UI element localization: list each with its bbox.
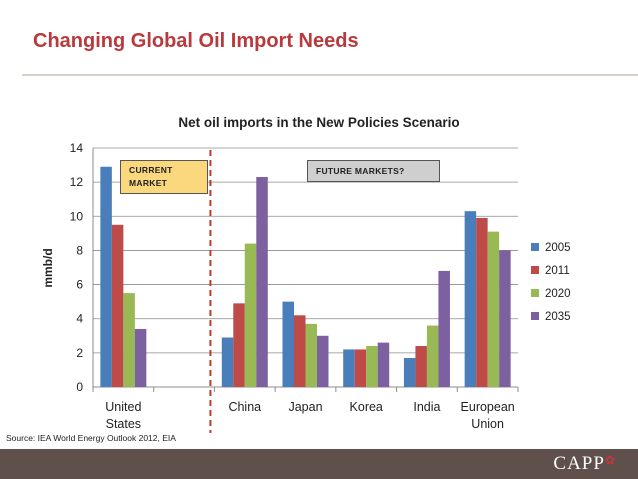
y-tick-label: 10 [70, 209, 84, 223]
bar [256, 177, 268, 387]
capp-logo: CAPP✿ [553, 453, 616, 475]
bar [294, 315, 306, 387]
legend-swatch [531, 266, 539, 274]
current-market-callout: CURRENT MARKET [120, 160, 208, 194]
bar [476, 217, 488, 387]
bar [415, 346, 427, 387]
y-tick-label: 4 [76, 312, 83, 326]
bar [317, 335, 329, 387]
bar [343, 349, 355, 387]
x-tick-label: Korea [350, 400, 383, 414]
bar [377, 342, 390, 387]
bar [464, 211, 477, 387]
slide-title: Changing Global Oil Import Needs [33, 30, 359, 52]
legend-label: 2011 [545, 265, 570, 277]
y-tick-label: 8 [76, 243, 83, 257]
x-tick-label: China [228, 400, 261, 414]
x-tick-label: Japan [288, 400, 322, 414]
bar [305, 323, 317, 387]
x-tick-label: European [461, 400, 515, 414]
bar [233, 303, 245, 387]
y-tick-label: 14 [70, 141, 84, 155]
bar [499, 250, 511, 387]
legend-label: 2005 [545, 242, 571, 254]
y-tick-label: 6 [76, 278, 83, 292]
bar [100, 166, 112, 387]
legend-swatch [531, 312, 539, 320]
source-note: Source: IEA World Energy Outlook 2012, E… [6, 433, 176, 443]
bar [111, 224, 124, 387]
legend-label: 2020 [545, 288, 571, 300]
legend-swatch [531, 243, 539, 251]
bar [426, 325, 439, 387]
bar [487, 231, 500, 387]
bar [134, 328, 147, 387]
bar [438, 270, 450, 387]
logo-text: CAPP [553, 453, 605, 474]
legend-swatch [531, 289, 539, 297]
bar-chart: 0 2 4 6 8 10 12 14 United States China Japan Korea In… [41, 141, 571, 433]
bar [403, 357, 416, 387]
title-divider [22, 74, 638, 76]
y-tick-label: 0 [76, 380, 83, 394]
chart-title: Net oil imports in the New Policies Scen… [178, 115, 460, 130]
bar [123, 293, 135, 387]
future-markets-callout: FUTURE MARKETS? [307, 160, 440, 182]
x-tick-label: India [413, 400, 440, 414]
bar [244, 243, 257, 387]
y-axis-label: mmb/d [41, 248, 55, 287]
footer-bar: CAPP✿ [0, 449, 638, 479]
bar [366, 346, 378, 387]
x-tick-label: States [106, 417, 141, 431]
x-tick-label: Union [471, 417, 504, 431]
bar [221, 337, 234, 387]
bar [282, 301, 294, 387]
legend-label: 2035 [545, 311, 571, 323]
y-tick-label: 12 [70, 175, 84, 189]
bar [354, 349, 367, 387]
x-tick-label: United [105, 400, 141, 414]
maple-leaf-icon: ✿ [604, 453, 616, 467]
y-tick-label: 2 [76, 346, 83, 360]
